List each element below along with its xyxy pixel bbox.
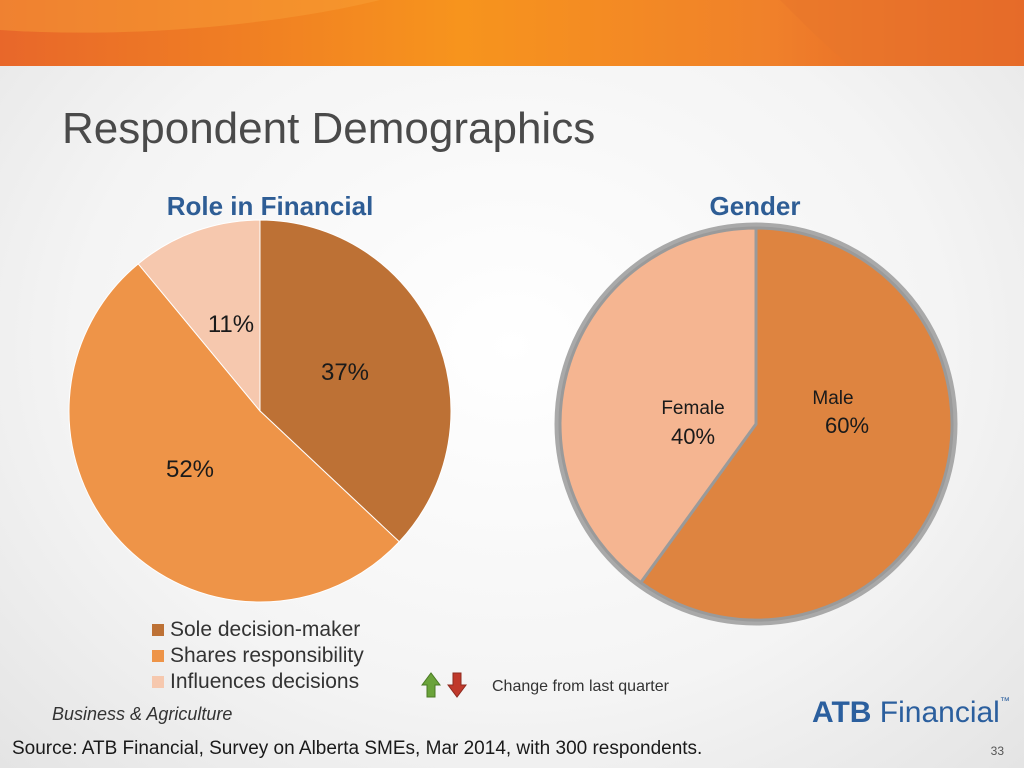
gender-pie-chart: Male 60% Female 40% [554, 222, 958, 626]
pie-label-name: Female [661, 398, 724, 419]
source-note: Source: ATB Financial, Survey on Alberta… [12, 738, 703, 759]
pie-label-value: 40% [671, 424, 715, 449]
arrow-down-icon [447, 672, 467, 698]
legend-label: Sole decision-maker [170, 618, 361, 641]
role-pie-chart: 37% 52% 11% [68, 219, 452, 603]
change-arrows [421, 672, 467, 698]
legend-swatch [152, 624, 164, 636]
legend-swatch [152, 676, 164, 688]
logo-text: Financial [871, 696, 1000, 729]
change-note: Change from last quarter [492, 678, 669, 695]
legend-label: Shares responsibility [170, 644, 364, 667]
legend-item: Sole decision-maker [152, 617, 364, 643]
pie-label-name: Male [812, 388, 853, 409]
legend-item: Shares responsibility [152, 643, 364, 669]
pie-slice-sole-decision-maker [259, 219, 452, 543]
arrow-up-icon [421, 672, 441, 698]
legend-label: Influences decisions [170, 670, 360, 693]
legend-item: Influences decisions [152, 669, 364, 695]
division-label: Business & Agriculture [52, 704, 233, 724]
page-number: 33 [990, 744, 1004, 758]
role-legend: Sole decision-maker Shares responsibilit… [152, 617, 364, 695]
pie-label-value: 11% [208, 311, 254, 338]
pie-slice-female [558, 226, 758, 585]
slide-title: Respondent Demographics [62, 104, 596, 153]
header-band [0, 0, 1024, 66]
pie-label-value: 52% [166, 456, 214, 483]
pie-label-value: 37% [321, 359, 369, 386]
logo-brand: ATB [812, 696, 872, 729]
pie-slice-influences-decisions [137, 219, 261, 413]
pie-outline [554, 222, 958, 626]
logo-trademark: ™ [999, 696, 1010, 707]
legend-swatch [152, 650, 164, 662]
gender-chart-title: Gender [709, 191, 801, 221]
pie-slice-shares-responsibility [68, 263, 400, 603]
pie-label-value: 60% [825, 413, 869, 438]
company-logo: ATB Financial™ [812, 696, 1010, 730]
pie-slice-male [638, 226, 954, 622]
